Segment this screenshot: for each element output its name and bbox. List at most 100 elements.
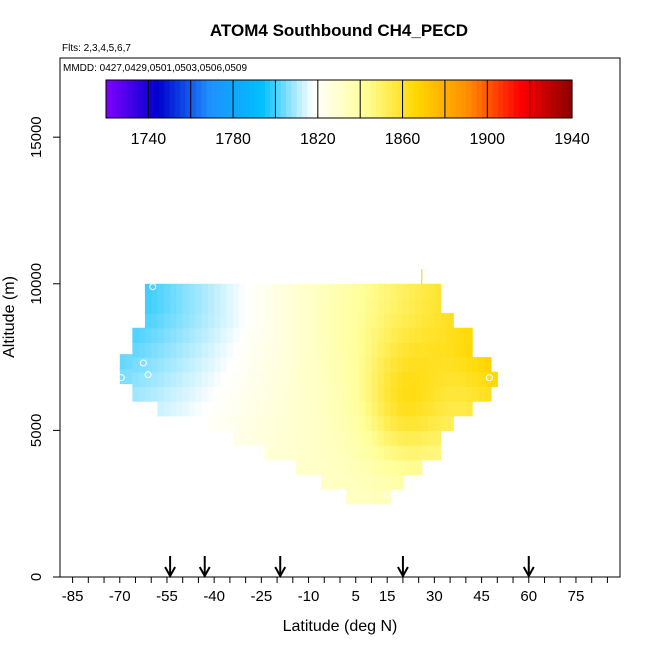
y-tick-label: 5000 bbox=[28, 414, 45, 447]
field-cell bbox=[258, 283, 266, 300]
field-cell bbox=[459, 386, 467, 402]
field-cell bbox=[358, 371, 366, 388]
colorbar-cell bbox=[402, 80, 409, 118]
field-cell bbox=[409, 298, 417, 314]
field-cell bbox=[390, 401, 398, 417]
field-cell bbox=[289, 430, 297, 446]
field-cell bbox=[415, 283, 423, 300]
field-cell bbox=[371, 283, 379, 300]
field-cell bbox=[308, 313, 316, 329]
field-cell bbox=[409, 342, 417, 358]
field-cell bbox=[434, 283, 442, 300]
field-cell bbox=[314, 459, 322, 475]
field-cell bbox=[440, 327, 448, 344]
colorbar-cell bbox=[492, 80, 499, 118]
field-cell bbox=[245, 298, 253, 314]
field-cell bbox=[340, 298, 347, 314]
field-cell bbox=[289, 327, 297, 344]
field-cell bbox=[289, 283, 297, 300]
colorbar-cell bbox=[153, 80, 160, 118]
field-cell bbox=[321, 401, 329, 417]
field-cell bbox=[377, 459, 385, 475]
field-cell bbox=[239, 415, 247, 431]
y-tick-label: 15000 bbox=[28, 116, 45, 158]
field-cell bbox=[396, 386, 404, 402]
field-cell bbox=[428, 386, 435, 402]
field-cell bbox=[182, 371, 190, 388]
field-cell bbox=[314, 415, 322, 431]
field-cell bbox=[453, 401, 461, 417]
field-cell bbox=[176, 283, 184, 300]
field-cell bbox=[226, 415, 234, 431]
field-cell bbox=[220, 342, 228, 358]
colorbar-cell bbox=[556, 80, 563, 118]
flight-arrow bbox=[274, 556, 287, 579]
field-cell bbox=[327, 401, 335, 417]
field-cell bbox=[157, 283, 165, 300]
field-cell bbox=[144, 371, 152, 388]
colorbar-cell bbox=[132, 80, 139, 118]
field-cell bbox=[465, 401, 473, 417]
field-cell bbox=[151, 371, 159, 388]
field-cell bbox=[132, 357, 140, 373]
y-tick-label: 0 bbox=[28, 573, 45, 581]
field-cell bbox=[176, 298, 184, 314]
field-cell bbox=[396, 298, 404, 314]
field-cell bbox=[308, 445, 316, 461]
field-cell bbox=[283, 357, 291, 373]
field-cell bbox=[409, 283, 417, 300]
field-cell bbox=[321, 342, 329, 358]
field-cell bbox=[207, 298, 215, 314]
field-cell bbox=[302, 327, 310, 344]
colorbar: 1740 1780 1820 1860 1900 1940 bbox=[105, 79, 590, 148]
field-cell bbox=[421, 327, 429, 344]
field-cell bbox=[384, 283, 391, 300]
field-cell bbox=[308, 430, 316, 446]
field-cell bbox=[333, 474, 341, 490]
colorbar-cell bbox=[217, 80, 224, 118]
field-cell bbox=[384, 357, 391, 373]
field-cell bbox=[295, 298, 303, 314]
field-cell bbox=[239, 283, 247, 300]
colorbar-cell bbox=[529, 80, 536, 118]
field-cell bbox=[289, 298, 297, 314]
field-cell bbox=[277, 313, 284, 329]
field-cell bbox=[245, 371, 253, 388]
field-cell bbox=[384, 489, 391, 505]
field-cell bbox=[270, 445, 278, 461]
field-cell bbox=[421, 342, 429, 358]
field-cell bbox=[340, 342, 347, 358]
field-cell bbox=[377, 313, 385, 329]
field-cell bbox=[132, 371, 140, 388]
field-cell bbox=[415, 298, 423, 314]
field-cell bbox=[144, 298, 152, 314]
field-cell bbox=[321, 474, 329, 490]
field-cell bbox=[446, 386, 454, 402]
field-cell bbox=[358, 386, 366, 402]
field-cell bbox=[352, 386, 360, 402]
field-cell bbox=[478, 386, 486, 402]
field-cell bbox=[207, 357, 215, 373]
colorbar-cell bbox=[301, 80, 308, 118]
field-cell bbox=[365, 445, 373, 461]
field-cell bbox=[270, 430, 278, 446]
field-cell bbox=[358, 489, 366, 505]
field-cell bbox=[327, 459, 335, 475]
field-cell bbox=[440, 371, 448, 388]
field-cell bbox=[409, 357, 417, 373]
field-cell bbox=[409, 313, 417, 329]
field-cell bbox=[176, 327, 184, 344]
field-cell bbox=[251, 357, 259, 373]
field-cell bbox=[365, 313, 373, 329]
field-cell bbox=[384, 298, 391, 314]
field-cell bbox=[233, 357, 240, 373]
sample-marker bbox=[485, 374, 493, 382]
field-cell bbox=[157, 342, 165, 358]
field-cell bbox=[340, 313, 347, 329]
field-cell bbox=[151, 342, 159, 358]
field-cell bbox=[151, 313, 159, 329]
field-cell bbox=[453, 386, 461, 402]
field-cell bbox=[327, 386, 335, 402]
field-cell bbox=[352, 342, 360, 358]
field-cell bbox=[201, 283, 209, 300]
